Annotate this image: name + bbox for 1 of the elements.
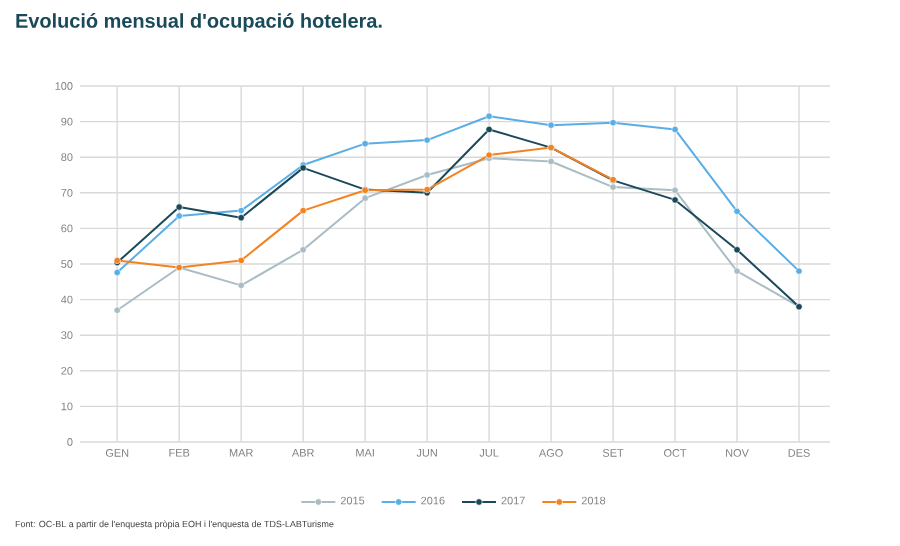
chart-title: Evolució mensual d'ocupació hotelera.	[16, 13, 382, 32]
